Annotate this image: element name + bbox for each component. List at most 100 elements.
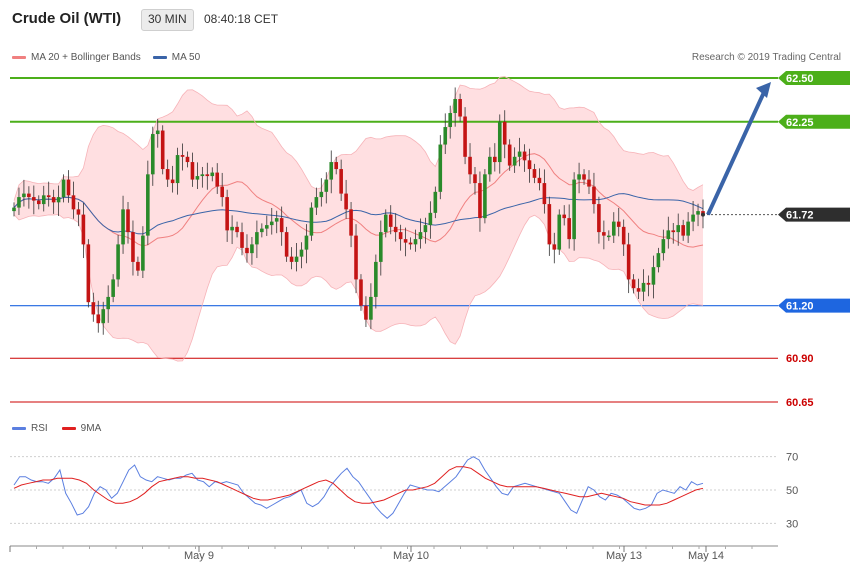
candle-body bbox=[616, 221, 621, 227]
candle-body bbox=[602, 232, 606, 236]
candle-body bbox=[527, 160, 532, 170]
rsi-line bbox=[13, 456, 704, 519]
candle bbox=[205, 162, 210, 190]
instrument-title: Crude Oil (WTI) bbox=[12, 10, 122, 27]
level-label-bg bbox=[778, 207, 850, 222]
candle-body bbox=[225, 197, 229, 231]
level-label-bg bbox=[778, 71, 850, 85]
candle-body bbox=[448, 113, 453, 128]
candle bbox=[582, 169, 586, 185]
candle-body bbox=[438, 144, 443, 192]
candle-body bbox=[255, 232, 259, 245]
candle bbox=[691, 200, 695, 232]
candle bbox=[374, 254, 378, 309]
candle bbox=[641, 269, 646, 302]
candle-body bbox=[274, 218, 279, 222]
level-label-text: 62.50 bbox=[786, 73, 814, 85]
candle bbox=[592, 172, 596, 214]
candle bbox=[329, 150, 334, 194]
candle-body bbox=[681, 225, 685, 236]
candle bbox=[126, 201, 130, 244]
candle-body bbox=[279, 218, 284, 233]
candle-body bbox=[180, 155, 185, 157]
candle bbox=[611, 212, 616, 243]
candle-body bbox=[497, 121, 502, 163]
candle-body bbox=[205, 174, 210, 177]
candle-body bbox=[577, 174, 581, 180]
candle bbox=[175, 147, 180, 195]
candle-body bbox=[175, 155, 180, 184]
candle-body bbox=[215, 172, 220, 187]
candle-body bbox=[101, 309, 106, 324]
candle-body bbox=[661, 239, 666, 254]
candle bbox=[170, 165, 175, 193]
candle-body bbox=[582, 174, 586, 180]
ma50-legend-label: MA 50 bbox=[171, 52, 201, 63]
timeframe-badge[interactable]: 30 MIN bbox=[141, 9, 194, 31]
candle-body bbox=[597, 204, 601, 233]
candle-body bbox=[334, 162, 338, 170]
candle bbox=[493, 143, 497, 172]
ma9-legend-swatch bbox=[61, 427, 76, 430]
candle-body bbox=[51, 197, 56, 203]
candle bbox=[388, 205, 393, 235]
bollinger-band-area bbox=[14, 76, 703, 362]
candle-body bbox=[264, 225, 269, 229]
candle bbox=[274, 210, 279, 234]
candle-body bbox=[76, 209, 81, 215]
candle bbox=[354, 224, 358, 294]
candle bbox=[136, 256, 140, 276]
candle bbox=[210, 167, 215, 182]
candle bbox=[473, 166, 477, 195]
candle bbox=[22, 179, 26, 207]
candle bbox=[71, 181, 76, 219]
candle-body bbox=[32, 197, 36, 201]
candle-body bbox=[86, 244, 91, 303]
candle-body bbox=[155, 130, 160, 135]
candle-body bbox=[12, 207, 16, 212]
candle-body bbox=[235, 226, 239, 233]
candle-body bbox=[299, 249, 304, 257]
ma50-legend-swatch bbox=[152, 56, 167, 59]
candle bbox=[101, 301, 106, 335]
candle-body bbox=[611, 221, 616, 236]
candle-body bbox=[458, 99, 462, 117]
candle-body bbox=[46, 195, 51, 198]
candle-body bbox=[393, 226, 398, 233]
candle-body bbox=[96, 314, 101, 324]
forecast-arrow-shaft bbox=[706, 89, 767, 216]
candle bbox=[542, 169, 547, 214]
candle bbox=[17, 187, 21, 215]
candle bbox=[150, 126, 155, 186]
candle-body bbox=[329, 162, 334, 180]
candle-body bbox=[185, 156, 190, 163]
candle bbox=[121, 195, 125, 254]
level-label-bg bbox=[778, 298, 850, 313]
candle-body bbox=[195, 176, 200, 180]
candle bbox=[661, 229, 666, 261]
candle-body bbox=[507, 144, 512, 166]
candle-body bbox=[532, 169, 537, 178]
candle-body bbox=[240, 232, 244, 248]
candle bbox=[180, 143, 185, 171]
candle bbox=[56, 185, 61, 217]
candle bbox=[269, 207, 274, 235]
candle-body bbox=[269, 221, 274, 226]
candle bbox=[299, 242, 304, 269]
candle bbox=[567, 204, 571, 249]
candle-body bbox=[220, 186, 224, 198]
candle bbox=[527, 148, 532, 183]
candle-body bbox=[41, 195, 46, 205]
candle bbox=[190, 152, 195, 187]
candle bbox=[279, 206, 284, 246]
candle-body bbox=[146, 174, 150, 236]
candle bbox=[334, 156, 338, 175]
candle bbox=[497, 114, 502, 174]
candle bbox=[666, 216, 671, 249]
candle-body bbox=[230, 226, 234, 231]
candle bbox=[552, 232, 557, 264]
candle bbox=[106, 285, 110, 323]
candle bbox=[428, 201, 433, 239]
candle-body bbox=[453, 99, 457, 114]
